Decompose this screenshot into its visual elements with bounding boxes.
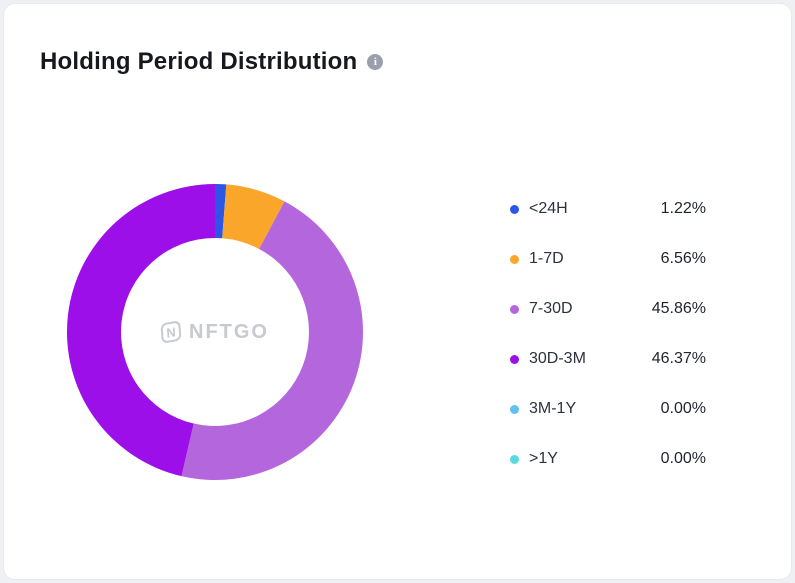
legend: <24H 1.22% 1-7D 6.56% 7-30D 45.86% 30D-3M 46.37… — [510, 184, 706, 484]
legend-label: 1-7D — [529, 250, 564, 267]
donut-svg — [66, 183, 364, 481]
legend-label: <24H — [529, 200, 568, 217]
legend-value: 6.56% — [660, 250, 706, 267]
legend-value: 0.00% — [660, 400, 706, 417]
legend-label: >1Y — [529, 450, 558, 467]
legend-dot — [510, 404, 519, 414]
legend-dot — [510, 304, 519, 314]
legend-dot — [510, 454, 519, 464]
donut-slice-1-7d[interactable] — [222, 184, 285, 250]
legend-item-30d-3m[interactable]: 30D-3M 46.37% — [510, 334, 706, 384]
donut-slice-7-30d[interactable] — [181, 201, 364, 481]
legend-item-3m-1y[interactable]: 3M-1Y 0.00% — [510, 384, 706, 434]
legend-label: 7-30D — [529, 300, 573, 317]
card-header: Holding Period Distribution i — [40, 48, 384, 76]
donut-slice-24h[interactable] — [215, 183, 227, 239]
donut-chart: N NFTGO — [64, 181, 366, 483]
legend-label: 3M-1Y — [529, 400, 577, 417]
holding-period-card: Holding Period Distribution i N NFTGO <2… — [3, 3, 792, 580]
legend-dot — [510, 354, 519, 364]
legend-label: 30D-3M — [529, 350, 586, 367]
page-title: Holding Period Distribution — [40, 48, 358, 75]
legend-value: 0.00% — [660, 450, 706, 467]
legend-item-24h[interactable]: <24H 1.22% — [510, 184, 706, 234]
legend-item-7-30d[interactable]: 7-30D 45.86% — [510, 284, 706, 334]
legend-item-1y[interactable]: >1Y 0.00% — [510, 434, 706, 484]
info-icon[interactable]: i — [367, 54, 384, 70]
legend-value: 1.22% — [660, 200, 706, 217]
legend-value: 45.86% — [651, 300, 706, 317]
donut-slice-30d-3m[interactable] — [66, 184, 215, 477]
legend-dot — [510, 254, 519, 264]
legend-value: 46.37% — [651, 350, 706, 367]
legend-item-1-7d[interactable]: 1-7D 6.56% — [510, 234, 706, 284]
legend-dot — [510, 204, 519, 214]
